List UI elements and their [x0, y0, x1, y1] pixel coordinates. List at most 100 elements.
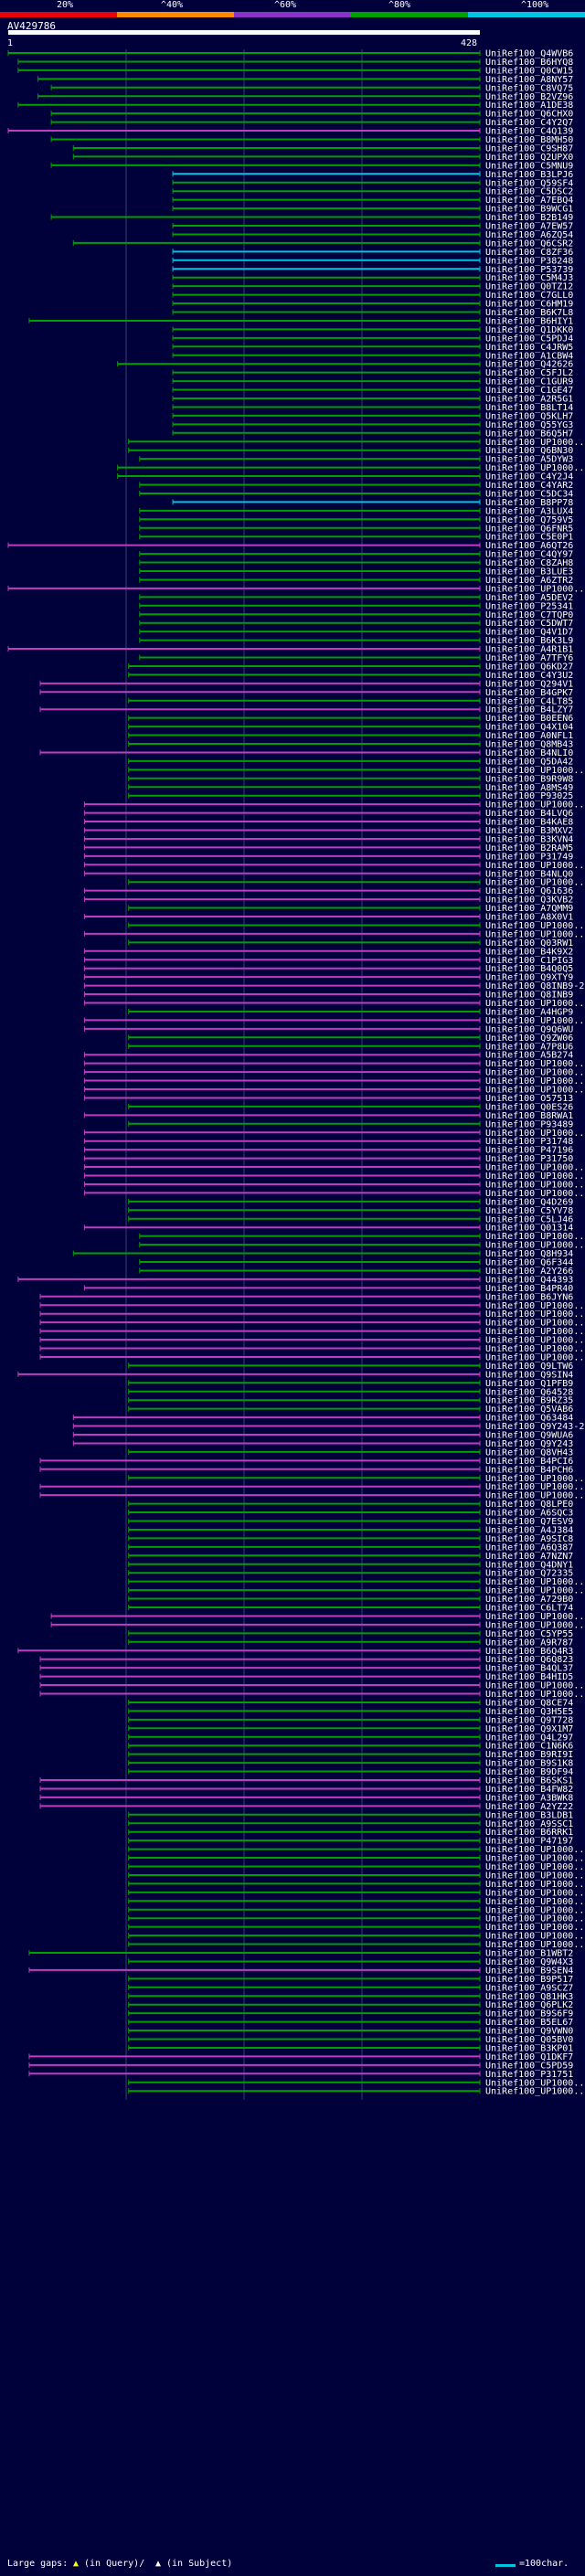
hit-row: UniRef100_C5YP55 [128, 1629, 573, 1639]
hit-label: UniRef100_B9DF94 [485, 1767, 573, 1777]
hit-label: UniRef100_Q0ES26 [485, 1102, 573, 1112]
hit-label: UniRef100_Q8CE74 [485, 1698, 573, 1708]
hit-row: UniRef100_A729B0 [128, 1595, 573, 1605]
hit-row: UniRef100_A7NZN7 [128, 1552, 573, 1562]
hit-row: UniRef100_B4FW82 [39, 1785, 573, 1795]
hit-row: UniRef100_B6K7L8 [172, 308, 573, 318]
hit-row: UniRef100_Q81HK3 [128, 1992, 573, 2002]
hit-label: UniRef100_A4R1B1 [485, 645, 573, 655]
hit-label: UniRef100_UP1000.. [485, 1690, 584, 1700]
hit-label: UniRef100_C5M4J3 [485, 273, 573, 283]
hit-row: UniRef100_Q8MB43 [128, 740, 573, 750]
scale-segment-20 [0, 12, 117, 17]
hit-row: UniRef100_Q8CE74 [128, 1698, 573, 1708]
hit-row: UniRef100_Q8INB9-2 [83, 981, 584, 991]
scale-label-20: 20% [57, 0, 74, 10]
hit-row: UniRef100_Q8VH43 [128, 1447, 573, 1458]
hit-label: UniRef100_Q294V1 [485, 679, 573, 689]
hit-label: UniRef100_A5DYW3 [485, 455, 573, 465]
hit-row: UniRef100_Q1PFB9 [128, 1379, 573, 1389]
hit-label: UniRef100_A7TFY6 [485, 653, 573, 663]
hit-label: UniRef100_B2VZ96 [485, 92, 573, 102]
hit-label: UniRef100_A5B274 [485, 1051, 573, 1061]
hit-label: UniRef100_B4PCH6 [485, 1465, 573, 1475]
hit-label: UniRef100_Q6BN30 [485, 446, 573, 456]
hit-label: UniRef100_C8ZF36 [485, 248, 573, 258]
hit-label: UniRef100_C5PD59 [485, 2061, 573, 2071]
hit-row: UniRef100_UP1000.. [39, 1352, 584, 1362]
hit-label: UniRef100_UP1000.. [485, 1914, 584, 1924]
hit-row: UniRef100_C8ZAH8 [139, 558, 573, 568]
scale-segment-60 [234, 12, 351, 17]
hit-row: UniRef100_B4KAE8 [83, 818, 573, 828]
hit-label: UniRef100_A7NZN7 [485, 1552, 573, 1562]
hit-label: UniRef100_B4NLQ0 [485, 869, 573, 879]
hit-label: UniRef100_Q9WUA6 [485, 1431, 573, 1441]
hit-label: UniRef100_UP1000.. [485, 1932, 584, 1942]
hit-label: UniRef100_UP1000.. [485, 1171, 584, 1182]
hit-row: UniRef100_A6QT26 [7, 541, 573, 551]
hit-label: UniRef100_B4KAE8 [485, 818, 573, 828]
hit-label: UniRef100_Q9X1M7 [485, 1724, 573, 1734]
hit-row: UniRef100_Q5KLH7 [172, 411, 573, 421]
hit-label: UniRef100_C4Y3U2 [485, 671, 573, 681]
hit-row: UniRef100_B6RRK1 [128, 1828, 573, 1838]
hit-label: UniRef100_A6Q387 [485, 1542, 573, 1553]
hit-label: UniRef100_B4PCI6 [485, 1457, 573, 1467]
hit-label: UniRef100_Q9XTY9 [485, 973, 573, 983]
hit-row: UniRef100_Q9Q6WU [83, 1024, 573, 1034]
hit-row: UniRef100_UP1000.. [83, 1180, 584, 1190]
hit-row: UniRef100_UP1000.. [39, 1309, 584, 1320]
hit-label: UniRef100_UP1000.. [485, 800, 584, 811]
hit-row: UniRef100_B3LPJ6 [172, 170, 573, 180]
hit-row: UniRef100_B2RAM5 [83, 843, 573, 853]
hit-label: UniRef100_Q4X104 [485, 723, 573, 733]
hit-row: UniRef100_B6K3L9 [139, 636, 573, 646]
hit-row: UniRef100_A6ZQ54 [172, 230, 573, 240]
hit-row: UniRef100_B4QL37 [39, 1664, 573, 1674]
hit-row: UniRef100_C8ZF36 [172, 248, 573, 258]
hit-label: UniRef100_A6SQC3 [485, 1509, 573, 1519]
hit-row: UniRef100_Q72335 [128, 1569, 573, 1579]
hit-row: UniRef100_UP1000.. [39, 1319, 584, 1329]
hit-label: UniRef100_UP1000.. [485, 1180, 584, 1190]
hit-label: UniRef100_C1N6K6 [485, 1742, 573, 1752]
hit-label: UniRef100_A3LUX4 [485, 506, 573, 516]
hit-row: UniRef100_C5DWT7 [139, 619, 573, 629]
hit-label: UniRef100_B9P517 [485, 1975, 573, 1985]
hit-label: UniRef100_C8VQ75 [485, 83, 573, 93]
hit-label: UniRef100_C4YAR2 [485, 481, 573, 491]
hit-row: UniRef100_Q4WVB6 [7, 49, 573, 59]
hit-label: UniRef100_C1GE47 [485, 386, 573, 396]
hit-row: UniRef100_C4Y2Q7 [50, 118, 573, 128]
hit-label: UniRef100_A8NY57 [485, 75, 573, 85]
hit-row: UniRef100_B3KP01 [128, 2043, 573, 2053]
hit-row: UniRef100_Q64528 [128, 1387, 573, 1397]
hit-row: UniRef100_Q0TZ12 [172, 282, 573, 292]
hit-label: UniRef100_UP1000.. [485, 1871, 584, 1881]
hit-row: UniRef100_UP1000.. [139, 1241, 584, 1251]
hit-label: UniRef100_C1PIG3 [485, 956, 573, 966]
hit-label: UniRef100_C5FJL2 [485, 368, 573, 378]
hit-row: UniRef100_C5FJL2 [172, 368, 573, 378]
hit-row: UniRef100_Q01314 [83, 1224, 573, 1234]
hit-row: UniRef100_Q3KVB2 [83, 896, 573, 906]
hit-label: UniRef100_C6HM19 [485, 300, 573, 310]
hit-label: UniRef100_UP1000.. [485, 584, 584, 594]
hit-row: UniRef100_UP1000.. [139, 1232, 584, 1242]
hit-label: UniRef100_UP1000.. [485, 1319, 584, 1329]
hit-label: UniRef100_Q61636 [485, 886, 573, 896]
hit-row: UniRef100_A2R5G1 [172, 395, 573, 405]
scale-segment-40 [117, 12, 234, 17]
hit-row: UniRef100_UP1000.. [128, 878, 584, 888]
hit-row: UniRef100_UP1000.. [83, 929, 584, 939]
hit-label: UniRef100_A8MS49 [485, 783, 573, 793]
hit-row: UniRef100_A9R787 [128, 1638, 573, 1648]
hit-row: UniRef100_P38248 [172, 256, 573, 266]
hit-row: UniRef100_Q8H934 [72, 1249, 573, 1259]
hit-row: UniRef100_C5DC34 [139, 489, 573, 499]
hit-row: UniRef100_Q9W4X3 [128, 1957, 573, 1967]
hit-label: UniRef100_C4Q139 [485, 127, 573, 137]
hit-row: UniRef100_C6HM19 [172, 300, 573, 310]
hit-row: UniRef100_P31750 [83, 1154, 573, 1164]
